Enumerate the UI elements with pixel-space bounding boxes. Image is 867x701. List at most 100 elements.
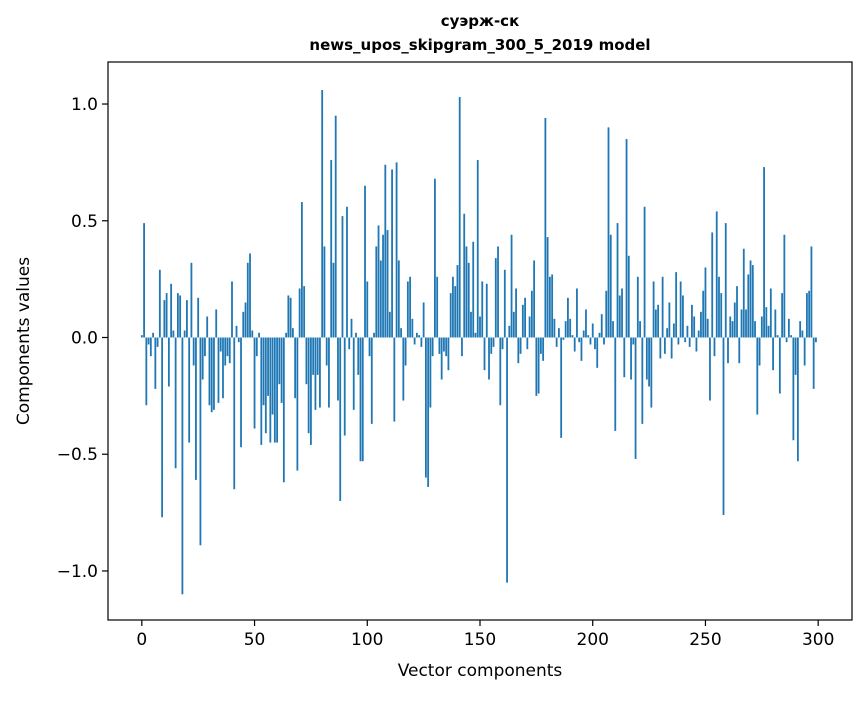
bar (598, 332, 601, 338)
bar (276, 337, 278, 443)
bar (724, 223, 727, 338)
y-tick-label: 1.0 (71, 95, 98, 115)
bar (630, 337, 632, 380)
bar (702, 290, 705, 338)
bar (339, 337, 342, 501)
bar (161, 337, 164, 518)
bar (285, 332, 288, 338)
bar (573, 337, 576, 352)
bar (310, 337, 312, 445)
bar (562, 337, 565, 340)
bar (332, 262, 335, 338)
bar (352, 337, 355, 410)
x-tick-label: 150 (464, 630, 496, 650)
bar (618, 295, 621, 338)
bar (434, 178, 436, 338)
bar (776, 335, 779, 338)
bar (300, 202, 303, 338)
bar (388, 311, 391, 338)
bar (612, 321, 614, 338)
bar (244, 302, 247, 338)
bar (796, 337, 799, 462)
x-axis-label: Vector components (398, 661, 563, 681)
bar (506, 337, 508, 583)
bar (560, 337, 563, 438)
bar (267, 337, 269, 396)
bar (587, 335, 590, 338)
bar (569, 318, 572, 338)
bar (337, 337, 339, 401)
bar (278, 337, 281, 385)
bar (413, 337, 416, 345)
bar (262, 337, 265, 406)
bar (328, 337, 330, 408)
bar (224, 337, 227, 366)
bar (395, 162, 398, 338)
bar (213, 337, 215, 410)
bar (553, 318, 556, 338)
bar (526, 337, 529, 350)
bar (258, 332, 260, 338)
bar (758, 337, 761, 366)
bar (373, 332, 375, 338)
bar (815, 337, 817, 343)
bar (368, 337, 371, 357)
bar (361, 337, 364, 462)
bar (519, 337, 522, 354)
bar (208, 337, 211, 406)
bar (501, 337, 504, 350)
bar (201, 337, 204, 380)
bar (370, 337, 373, 424)
bar (343, 337, 346, 436)
bar-series (140, 90, 817, 595)
bar (603, 337, 605, 345)
bar (772, 337, 774, 371)
bar (600, 314, 603, 338)
bar (391, 169, 393, 338)
bar (346, 206, 348, 338)
bar (397, 260, 400, 338)
bar (537, 337, 540, 394)
bar (711, 232, 714, 338)
bar (264, 337, 267, 434)
y-tick-label: −0.5 (57, 445, 98, 465)
bar (237, 337, 240, 343)
bar (357, 337, 360, 375)
bar (754, 321, 756, 338)
bar (350, 318, 353, 338)
bar (443, 337, 445, 352)
bar (580, 337, 583, 361)
bar (366, 281, 369, 338)
bar (170, 283, 173, 338)
bar (648, 337, 650, 387)
bar (697, 330, 700, 338)
bar (172, 330, 175, 338)
bar (585, 309, 587, 338)
y-tick-label: −1.0 (57, 562, 98, 582)
bar (760, 316, 763, 338)
y-tick-label: 0.5 (71, 212, 98, 232)
bar (571, 335, 574, 338)
y-tick-label: 0.0 (71, 328, 98, 348)
bar (515, 288, 517, 338)
bar (488, 337, 490, 380)
bar (174, 337, 177, 469)
bar (812, 337, 815, 389)
x-tick-label: 200 (577, 630, 609, 650)
bar (186, 300, 188, 338)
bar (810, 246, 813, 338)
bar (555, 337, 558, 347)
bar (605, 290, 608, 338)
x-tick-label: 300 (802, 630, 834, 650)
bar (517, 337, 520, 364)
bar (440, 337, 443, 380)
bar (470, 311, 472, 338)
bar (578, 337, 581, 343)
bar (657, 304, 660, 338)
bar (316, 337, 319, 375)
bar (641, 337, 644, 424)
bar (298, 288, 301, 338)
bar (269, 337, 272, 443)
bar (688, 337, 691, 347)
bar (145, 337, 148, 406)
